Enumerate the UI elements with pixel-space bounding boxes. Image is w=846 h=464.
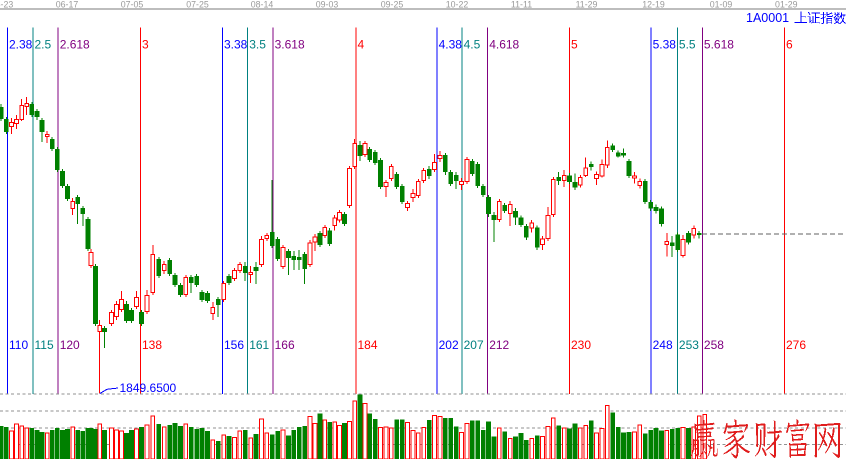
svg-text:07-25: 07-25	[186, 0, 209, 10]
svg-text:3.618: 3.618	[275, 38, 305, 52]
svg-text:202: 202	[439, 338, 459, 352]
svg-text:6: 6	[786, 38, 793, 52]
svg-text:01-09: 01-09	[710, 0, 733, 10]
svg-text:110: 110	[9, 338, 28, 352]
svg-text:253: 253	[679, 338, 699, 352]
svg-text:156: 156	[224, 338, 244, 352]
svg-text:5: 5	[571, 38, 578, 52]
svg-text:248: 248	[653, 338, 673, 352]
svg-text:120: 120	[60, 338, 80, 352]
svg-text:12-19: 12-19	[642, 0, 665, 10]
svg-text:08-14: 08-14	[251, 0, 274, 10]
svg-text:184: 184	[358, 338, 378, 352]
svg-text:1849.6500: 1849.6500	[120, 381, 177, 395]
svg-text:212: 212	[489, 338, 509, 352]
svg-text:10-22: 10-22	[446, 0, 469, 10]
svg-text:4.38: 4.38	[439, 38, 463, 52]
svg-text:09-25: 09-25	[381, 0, 404, 10]
svg-text:01-29: 01-29	[775, 0, 798, 10]
svg-text:2.38: 2.38	[9, 38, 33, 52]
svg-text:06-17: 06-17	[56, 0, 79, 10]
svg-text:3.5: 3.5	[249, 38, 266, 52]
svg-text:4: 4	[358, 38, 365, 52]
svg-text:09-03: 09-03	[316, 0, 339, 10]
svg-text:3.38: 3.38	[224, 38, 248, 52]
svg-text:2.5: 2.5	[35, 38, 52, 52]
svg-text:11-29: 11-29	[576, 0, 598, 10]
svg-text:115: 115	[35, 338, 54, 352]
svg-text:207: 207	[464, 338, 484, 352]
svg-text:07-05: 07-05	[121, 0, 144, 10]
svg-text:138: 138	[142, 338, 162, 352]
svg-text:4.5: 4.5	[464, 38, 481, 52]
svg-text:258: 258	[704, 338, 724, 352]
svg-text:2.618: 2.618	[60, 38, 90, 52]
svg-text:5.38: 5.38	[653, 38, 677, 52]
svg-text:05-23: 05-23	[0, 0, 13, 10]
svg-text:166: 166	[275, 338, 295, 352]
svg-text:1A0001: 1A0001	[746, 11, 789, 25]
svg-text:4.618: 4.618	[489, 38, 519, 52]
svg-text:276: 276	[786, 338, 806, 352]
svg-text:161: 161	[249, 338, 269, 352]
svg-text:5.618: 5.618	[704, 38, 734, 52]
svg-text:5.5: 5.5	[679, 38, 696, 52]
svg-text:3: 3	[142, 38, 149, 52]
svg-text:230: 230	[571, 338, 591, 352]
svg-text:11-11: 11-11	[511, 0, 532, 10]
